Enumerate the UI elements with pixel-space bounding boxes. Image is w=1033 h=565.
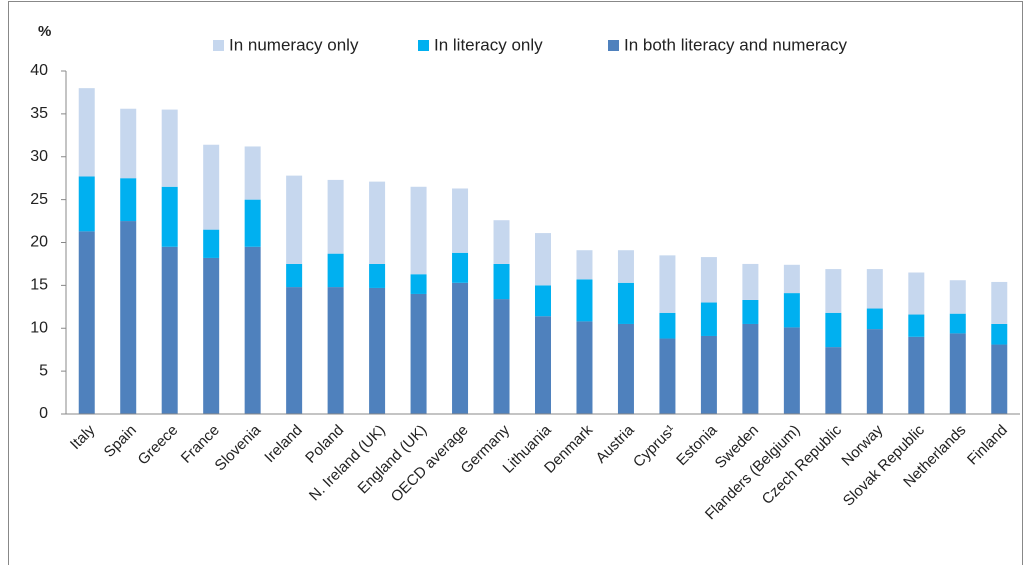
bar-segment [369,181,386,264]
bar-segment [991,344,1008,414]
bar-segment [742,263,759,300]
bar-segment [700,335,717,414]
bar-segment [78,176,95,232]
legend-swatch [608,40,619,51]
legend-label: In numeracy only [229,35,359,54]
bar-segment [203,144,220,230]
bar-segment [410,186,427,275]
bar-segment [700,257,717,303]
bar-segment [327,287,344,414]
bar-segment [742,299,759,324]
bar-segment [327,253,344,288]
bar-segment [286,287,303,414]
bar-segment [120,108,137,179]
bar-segment [908,336,925,414]
bar-segment [369,263,386,288]
bar-segment [120,178,137,222]
bar-segment [617,250,634,283]
bar-segment [908,314,925,337]
bar-segment [617,323,634,414]
bar-segment [327,179,344,254]
bar-segment [991,323,1008,345]
bar-segment [535,285,551,317]
bar-segment [78,231,95,414]
bar-segment [700,302,717,336]
bar-segment [825,269,842,313]
bar-segment [949,313,966,334]
y-tick-label: 25 [30,191,48,208]
legend-swatch [418,40,429,51]
legend-swatch [213,40,224,51]
bar-segment [452,188,469,253]
legend-label: In both literacy and numeracy [624,35,848,54]
bar-segment [410,274,427,294]
bar-segment [659,255,676,313]
bar-segment [783,293,800,328]
bar-segment [120,221,137,414]
bar-segment [576,250,593,280]
bar-segment [659,338,676,414]
bar-segment [161,109,178,187]
bar-segment [286,263,303,288]
bar-segment [825,347,842,414]
bar-segment [493,220,510,264]
legend-label: In literacy only [434,35,543,54]
bar-segment [742,323,759,414]
y-axis-label: % [38,23,51,40]
y-tick-label: 30 [30,148,48,165]
bar-segment [161,246,178,414]
bar-segment [825,312,842,348]
bar-segment [203,229,220,258]
bar-segment [866,308,883,330]
bar-segment [161,186,178,247]
bar-segment [452,282,469,414]
bar-segment [535,316,551,414]
bar-segment [244,246,261,414]
bar-segment [991,281,1008,324]
bar-segment [866,269,883,309]
bar-segment [576,279,593,322]
bar-segment [617,282,634,324]
bar-segment [576,321,593,414]
bar-segment [866,329,883,414]
bar-segment [452,252,469,283]
y-tick-label: 20 [30,234,48,251]
y-tick-label: 35 [30,105,48,122]
bar-segment [369,287,386,414]
bar-segment [493,263,510,300]
bar-segment [535,233,551,286]
bar-segment [244,199,261,247]
y-tick-label: 40 [30,62,48,79]
y-tick-label: 15 [30,277,48,294]
bar-segment [78,88,95,177]
bar-segment [244,146,261,200]
bar-segment [949,280,966,314]
y-tick-label: 5 [39,362,48,379]
y-tick-label: 10 [30,319,48,336]
bar-segment [286,175,303,264]
bar-segment [908,272,925,315]
bar-segment [659,312,676,339]
bar-segment [949,333,966,414]
bar-segment [783,264,800,294]
y-tick-label: 0 [39,405,48,422]
bar-segment [493,299,510,414]
bar-segment [410,293,427,414]
bar-segment [783,327,800,414]
bar-segment [203,257,220,414]
